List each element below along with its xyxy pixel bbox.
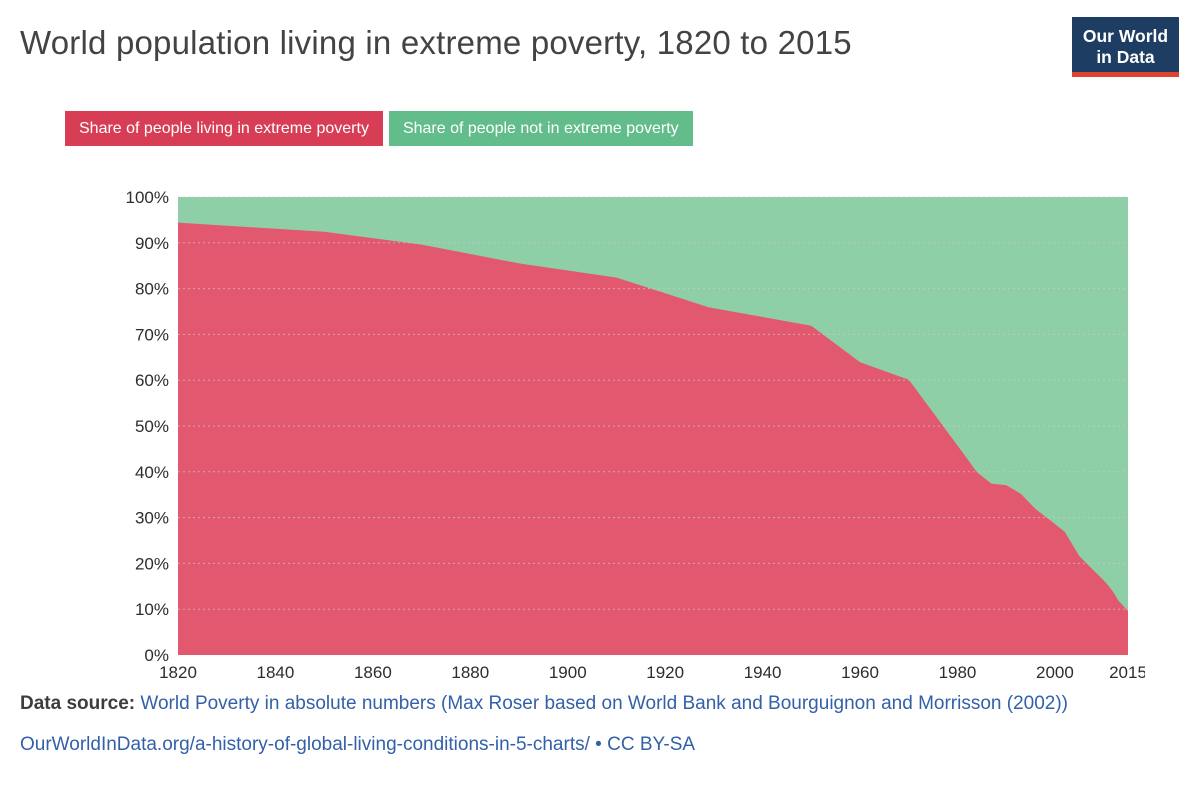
license-link[interactable]: CC BY-SA <box>607 733 696 755</box>
y-tick-label: 60% <box>135 371 169 390</box>
legend-item-not-extreme-poverty: Share of people not in extreme poverty <box>388 111 693 146</box>
data-source-label: Data source: <box>20 693 136 714</box>
stacked-area-chart: 0% 10% 20% 30% 40% 50% 60% 70% 80% 90% 100% 1820 184… <box>126 188 1145 682</box>
x-tick-label: 1860 <box>354 663 392 682</box>
page-title: World population living in extreme pover… <box>20 24 852 61</box>
x-tick-label: 2000 <box>1036 663 1074 682</box>
y-tick-label: 10% <box>135 600 169 619</box>
chart-footer: Data source: World Poverty in absolute n… <box>20 690 1130 759</box>
x-tick-label: 2015 <box>1109 663 1145 682</box>
data-source-line: Data source: World Poverty in absolute n… <box>20 690 1130 719</box>
y-tick-label: 20% <box>135 554 169 573</box>
logo-line-1: Our World <box>1082 26 1169 47</box>
y-tick-label: 80% <box>135 280 169 299</box>
area-in-poverty <box>178 222 1128 655</box>
attribution-line: OurWorldInData.org/a-history-of-global-l… <box>20 731 1130 760</box>
legend-item-extreme-poverty: Share of people living in extreme povert… <box>65 111 383 146</box>
separator-bullet: • <box>595 733 602 755</box>
owid-logo: Our World in Data <box>1072 17 1179 77</box>
x-tick-label: 1900 <box>549 663 587 682</box>
y-tick-label: 70% <box>135 325 169 344</box>
y-tick-label: 90% <box>135 234 169 253</box>
x-tick-label: 1960 <box>841 663 879 682</box>
y-tick-label: 30% <box>135 509 169 528</box>
y-tick-label: 0% <box>144 646 169 665</box>
x-tick-label: 1880 <box>451 663 489 682</box>
logo-line-2: in Data <box>1096 47 1155 67</box>
y-tick-label: 40% <box>135 463 169 482</box>
x-tick-label: 1940 <box>744 663 782 682</box>
y-tick-label: 50% <box>135 417 169 436</box>
owid-url-link[interactable]: OurWorldInData.org/a-history-of-global-l… <box>20 733 590 755</box>
y-tick-label: 100% <box>126 188 169 207</box>
logo-stripe <box>1072 72 1179 77</box>
data-source-link[interactable]: World Poverty in absolute numbers (Max R… <box>140 693 1068 714</box>
x-tick-label: 1980 <box>939 663 977 682</box>
x-tick-label: 1920 <box>646 663 684 682</box>
chart-legend: Share of people living in extreme povert… <box>65 111 693 146</box>
x-tick-label: 1840 <box>257 663 295 682</box>
x-tick-label: 1820 <box>159 663 197 682</box>
